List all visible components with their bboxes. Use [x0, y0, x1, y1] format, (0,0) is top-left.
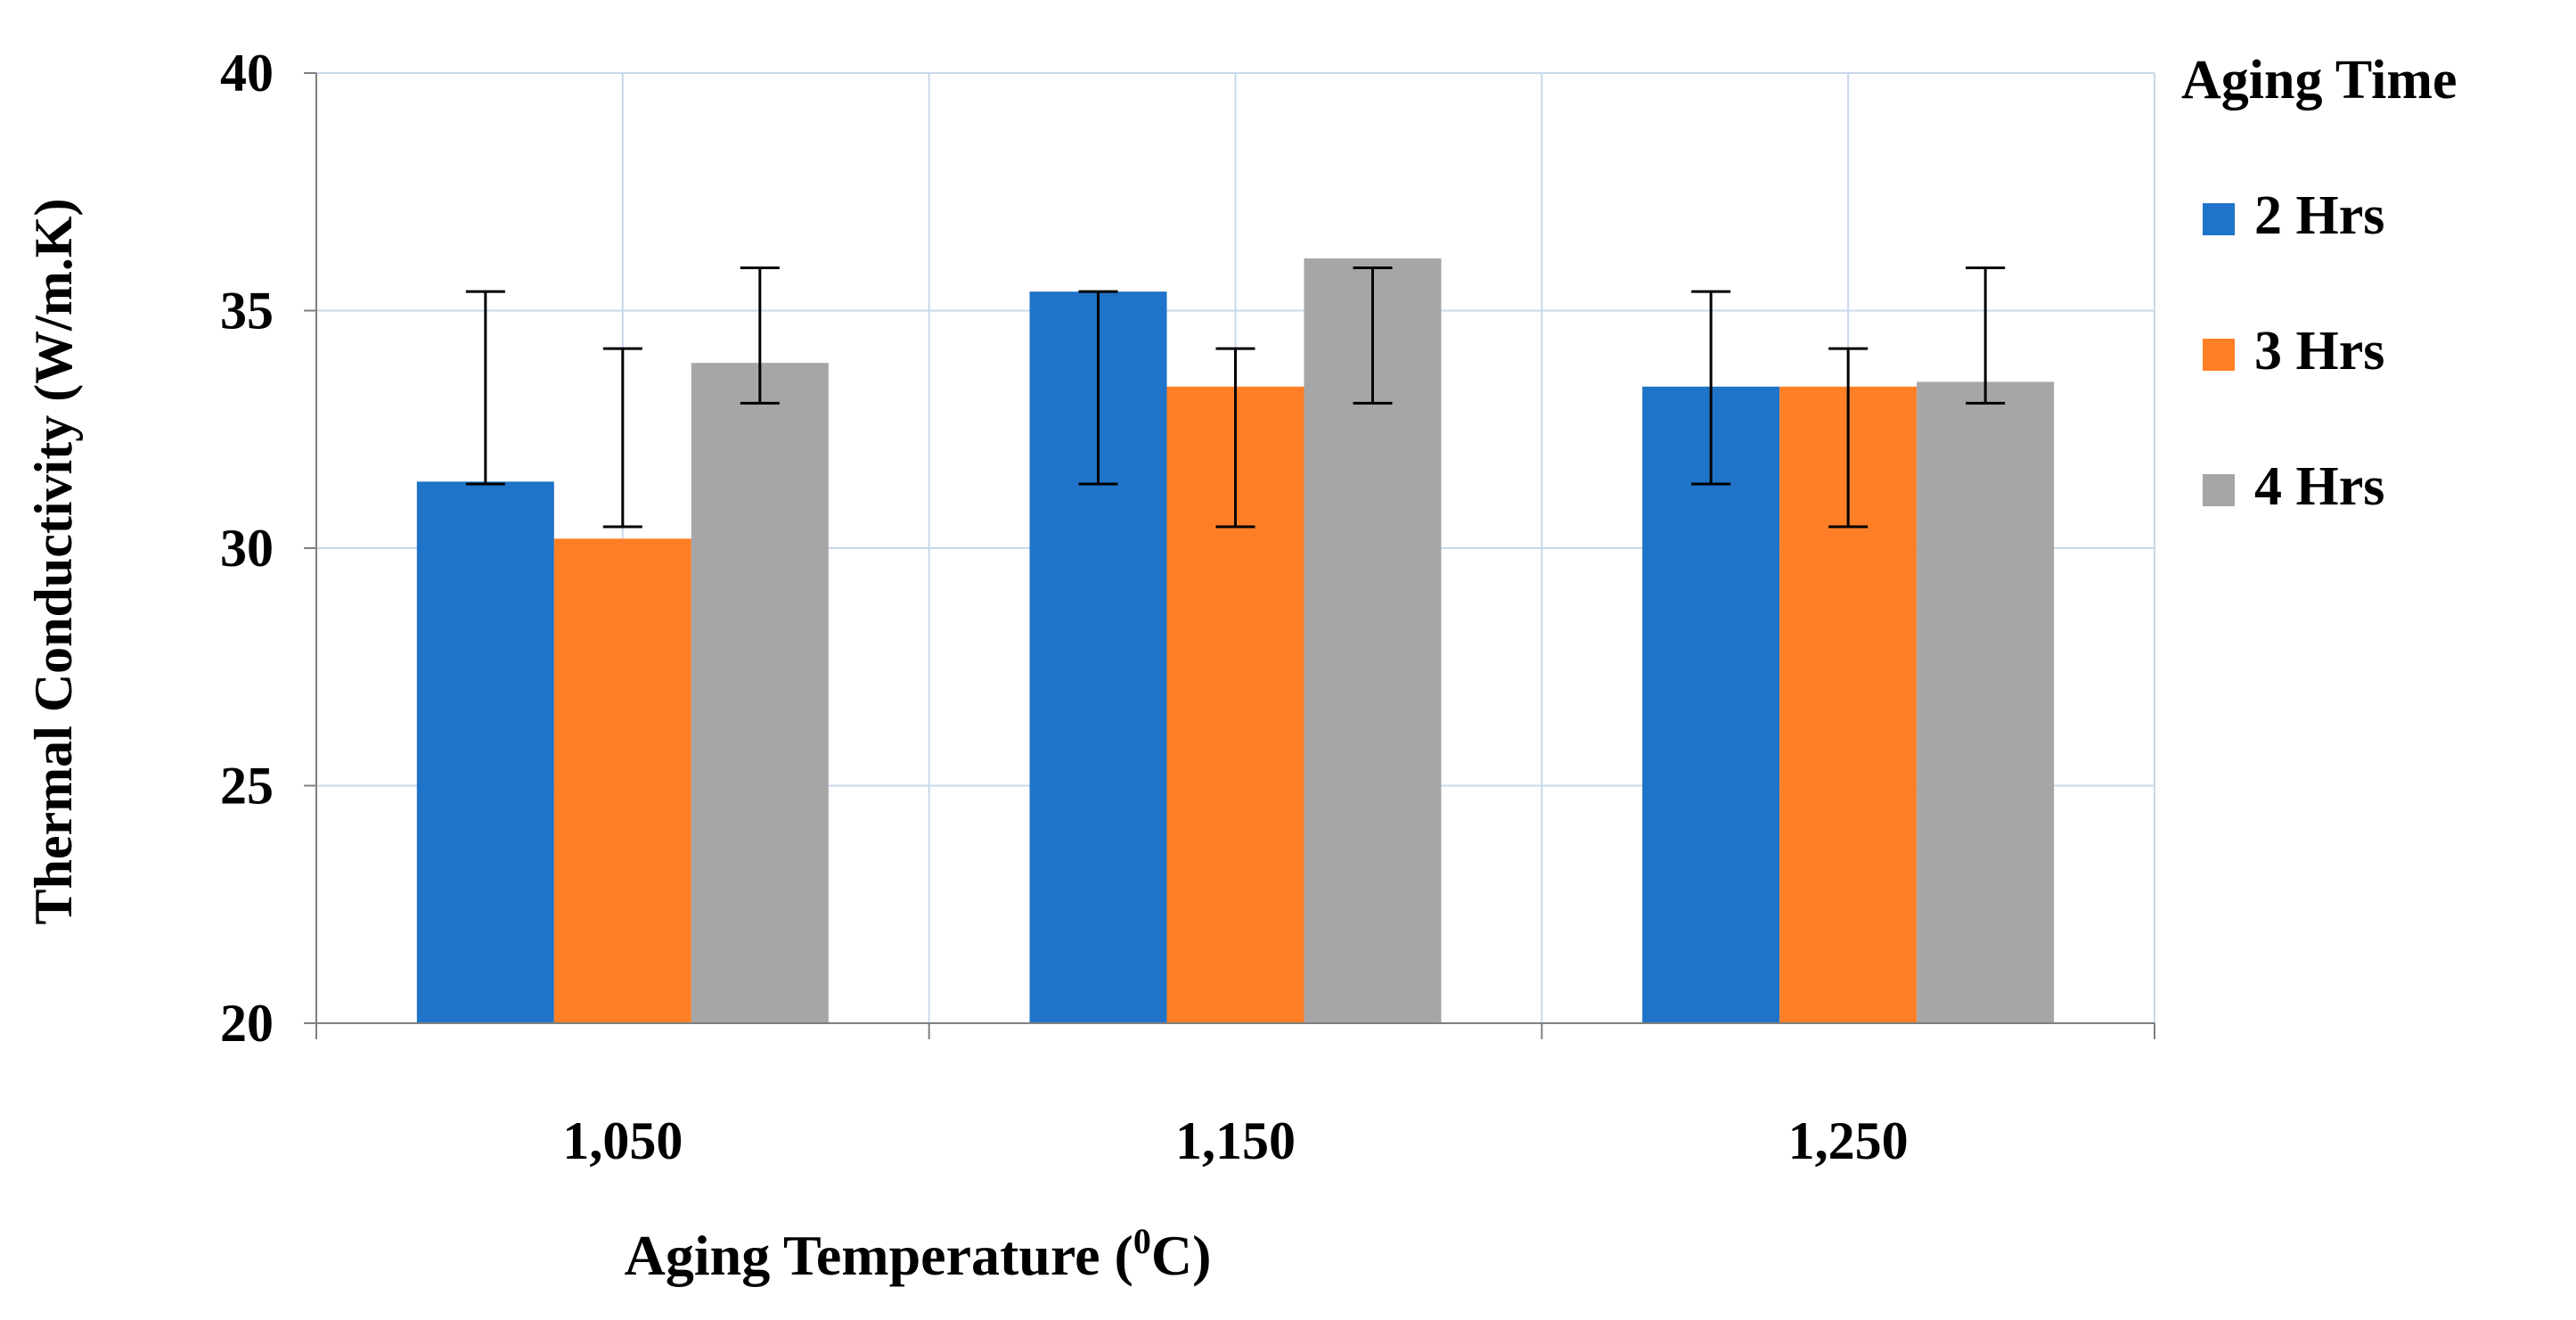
x-axis-label-text: Aging Temperature ( — [625, 1224, 1133, 1287]
legend-label-1: 2 Hrs — [2254, 185, 2384, 246]
x-tick-label: 1,250 — [1788, 1111, 1909, 1170]
legend-swatch-2 — [2203, 339, 2235, 371]
x-tick-label: 1,050 — [562, 1111, 683, 1170]
y-tick-label: 25 — [220, 757, 274, 816]
bar-2-hrs-1 — [416, 481, 554, 1023]
legend-swatch-1 — [2203, 203, 2235, 235]
legend-title: Aging Time — [2181, 50, 2457, 111]
y-axis-label: Thermal Conductivity (W/m.K) — [24, 199, 83, 925]
legend-label-3: 4 Hrs — [2254, 456, 2384, 517]
axes — [304, 72, 2155, 1039]
legend: Aging Time 2 Hrs 3 Hrs 4 Hrs — [2181, 50, 2457, 517]
bar-2-hrs-3 — [1642, 386, 1780, 1023]
y-tick-label: 20 — [220, 994, 274, 1053]
y-tick-label: 40 — [220, 44, 274, 102]
bar-4-hrs-1 — [691, 363, 829, 1023]
bars-group — [416, 258, 2055, 1023]
legend-swatch-3 — [2203, 474, 2235, 506]
y-tick-labels: 20 25 30 35 40 — [220, 44, 274, 1053]
legend-label-2: 3 Hrs — [2254, 321, 2384, 381]
y-tick-label: 30 — [220, 519, 274, 578]
x-axis-label: Aging Temperature (0C) — [625, 1221, 1212, 1287]
x-tick-label: 1,150 — [1175, 1111, 1296, 1170]
x-axis-label-superscript: 0 — [1133, 1221, 1151, 1261]
error-bars-group — [465, 266, 2006, 529]
bar-3-hrs-1 — [553, 538, 691, 1023]
y-tick-label: 35 — [220, 282, 274, 340]
bar-4-hrs-3 — [1917, 381, 2055, 1023]
x-axis-label-suffix: C) — [1151, 1224, 1212, 1287]
x-tick-labels: 1,050 1,150 1,250 — [562, 1111, 1908, 1170]
